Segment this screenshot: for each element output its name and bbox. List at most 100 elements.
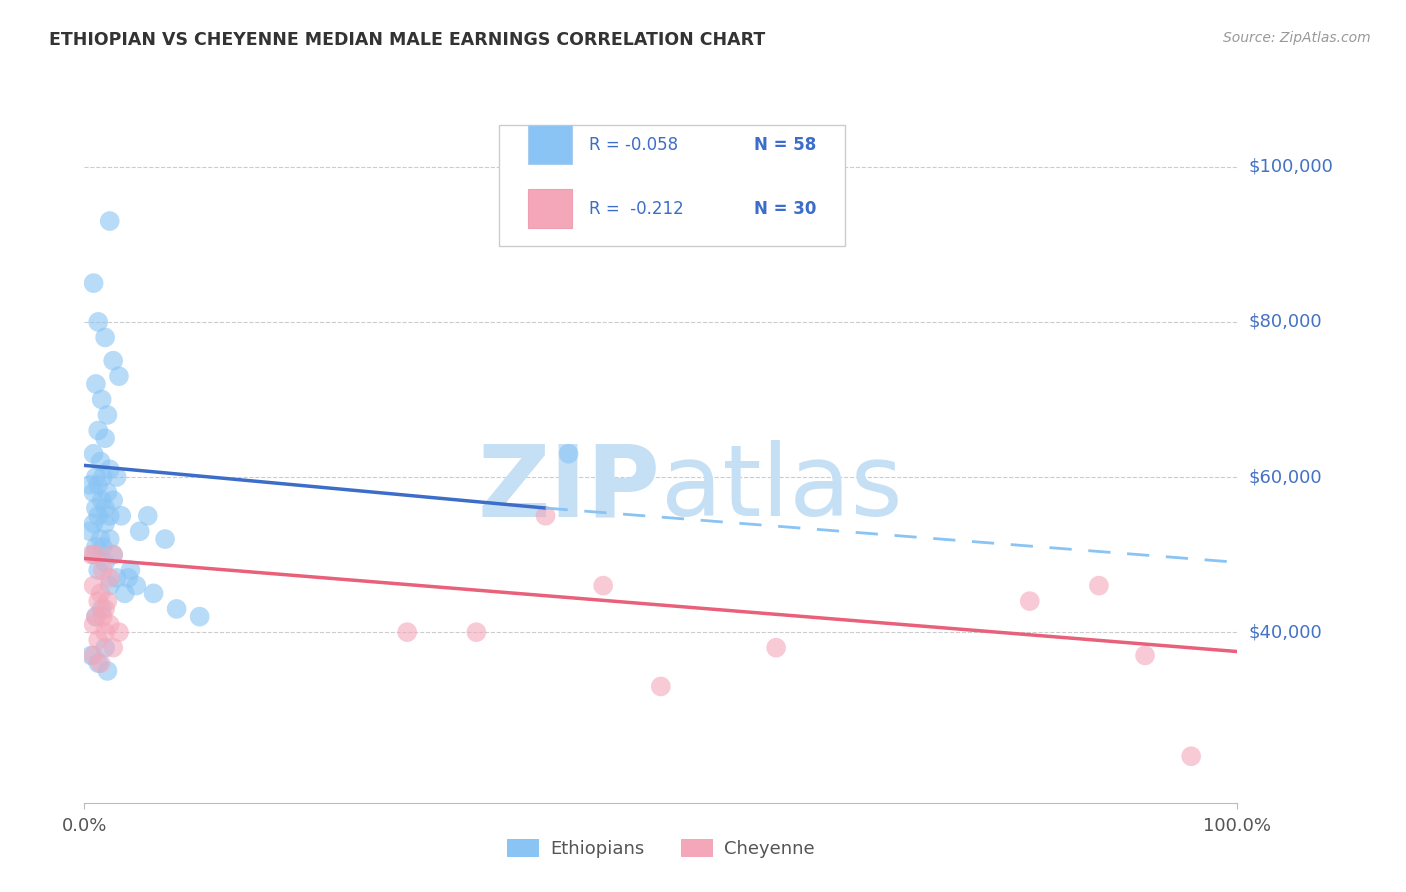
- Point: [103, 493, 124, 508]
- Point: [1133, 648, 1156, 663]
- Point: [94, 555, 117, 569]
- Point: [120, 563, 142, 577]
- Point: [96, 594, 118, 608]
- Point: [125, 579, 148, 593]
- Text: $80,000: $80,000: [1249, 313, 1322, 331]
- Point: [534, 508, 557, 523]
- Point: [90, 493, 112, 508]
- Point: [128, 524, 150, 539]
- Point: [87, 632, 110, 647]
- Text: N = 58: N = 58: [754, 136, 817, 153]
- Point: [117, 571, 139, 585]
- Text: $40,000: $40,000: [1249, 624, 1322, 641]
- Point: [98, 571, 121, 585]
- Point: [83, 276, 105, 290]
- Point: [91, 563, 114, 577]
- Point: [87, 594, 110, 608]
- Point: [89, 532, 111, 546]
- Point: [89, 586, 111, 600]
- Text: atlas: atlas: [661, 441, 903, 537]
- Point: [94, 602, 117, 616]
- Point: [89, 656, 111, 670]
- Point: [79, 477, 101, 491]
- Point: [80, 648, 103, 663]
- Point: [87, 656, 110, 670]
- Point: [90, 602, 112, 616]
- Point: [105, 470, 128, 484]
- Text: R =  -0.212: R = -0.212: [589, 200, 685, 218]
- Point: [83, 485, 105, 500]
- Point: [84, 501, 107, 516]
- Point: [83, 617, 105, 632]
- FancyBboxPatch shape: [529, 125, 572, 164]
- Point: [91, 540, 114, 554]
- Text: ETHIOPIAN VS CHEYENNE MEDIAN MALE EARNINGS CORRELATION CHART: ETHIOPIAN VS CHEYENNE MEDIAN MALE EARNIN…: [49, 31, 765, 49]
- Text: R = -0.058: R = -0.058: [589, 136, 679, 153]
- Point: [84, 609, 107, 624]
- Point: [89, 454, 111, 468]
- Point: [650, 680, 672, 694]
- Point: [87, 508, 110, 523]
- Point: [90, 392, 112, 407]
- Point: [84, 548, 107, 562]
- Text: $100,000: $100,000: [1249, 158, 1333, 176]
- Point: [1088, 579, 1111, 593]
- Point: [94, 330, 117, 344]
- Point: [103, 640, 124, 655]
- Point: [83, 447, 105, 461]
- Point: [80, 548, 103, 562]
- Point: [98, 532, 121, 546]
- Point: [91, 470, 114, 484]
- Point: [396, 625, 419, 640]
- Point: [98, 617, 121, 632]
- Text: N = 30: N = 30: [754, 200, 817, 218]
- Point: [114, 586, 136, 600]
- Point: [98, 579, 121, 593]
- Point: [94, 640, 117, 655]
- Text: $60,000: $60,000: [1249, 468, 1322, 486]
- Point: [557, 447, 579, 461]
- Text: ZIP: ZIP: [478, 441, 661, 537]
- Point: [465, 625, 488, 640]
- Point: [103, 548, 124, 562]
- Point: [153, 532, 176, 546]
- Point: [96, 408, 118, 422]
- FancyBboxPatch shape: [529, 189, 572, 228]
- Point: [87, 477, 110, 491]
- Point: [105, 571, 128, 585]
- Point: [83, 579, 105, 593]
- Point: [83, 648, 105, 663]
- Point: [1018, 594, 1040, 608]
- Text: Source: ZipAtlas.com: Source: ZipAtlas.com: [1223, 31, 1371, 45]
- Point: [83, 548, 105, 562]
- Point: [188, 609, 211, 624]
- Point: [84, 470, 107, 484]
- Point: [108, 625, 131, 640]
- Point: [87, 424, 110, 438]
- Point: [765, 640, 787, 655]
- Point: [136, 508, 159, 523]
- Point: [91, 609, 114, 624]
- Point: [142, 586, 165, 600]
- Point: [87, 315, 110, 329]
- Legend: Ethiopians, Cheyenne: Ethiopians, Cheyenne: [499, 831, 823, 865]
- Point: [94, 431, 117, 445]
- Point: [84, 609, 107, 624]
- Point: [110, 508, 132, 523]
- Point: [98, 462, 121, 476]
- Point: [94, 501, 117, 516]
- Point: [103, 353, 124, 368]
- Point: [166, 602, 188, 616]
- Point: [79, 524, 101, 539]
- Point: [84, 540, 107, 554]
- Point: [84, 376, 107, 391]
- Point: [94, 516, 117, 531]
- FancyBboxPatch shape: [499, 125, 845, 246]
- Point: [103, 548, 124, 562]
- Point: [592, 579, 614, 593]
- Point: [98, 214, 121, 228]
- Point: [96, 664, 118, 678]
- Point: [108, 369, 131, 384]
- Point: [94, 625, 117, 640]
- Point: [96, 485, 118, 500]
